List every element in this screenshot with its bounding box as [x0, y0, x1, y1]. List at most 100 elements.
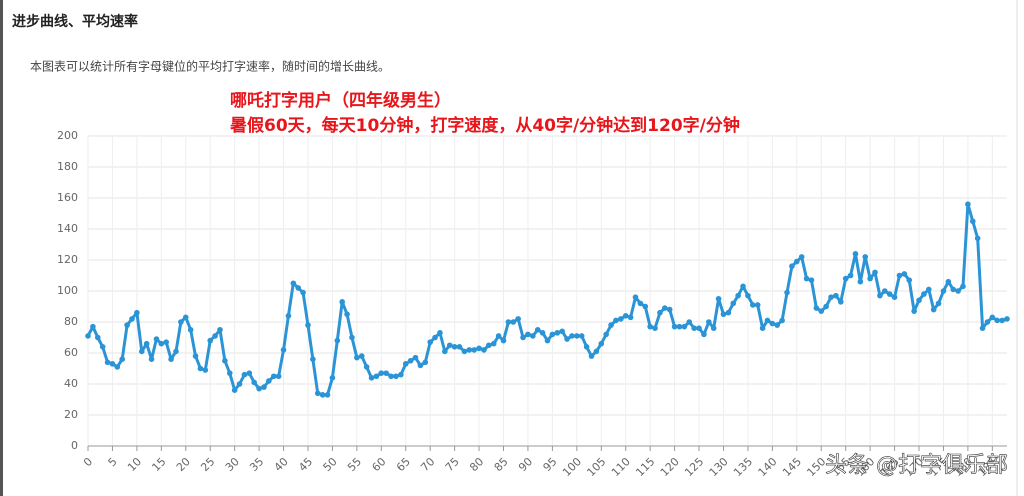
data-point	[525, 331, 531, 338]
data-point	[412, 354, 419, 361]
x-tick-label: 100	[560, 455, 584, 479]
data-point	[134, 309, 140, 316]
data-point	[666, 306, 673, 313]
data-point	[178, 319, 184, 325]
data-point	[314, 390, 321, 397]
data-point	[784, 289, 790, 296]
data-point	[173, 348, 179, 355]
data-point	[544, 337, 551, 344]
data-point	[896, 272, 903, 279]
data-point	[187, 326, 194, 333]
data-point	[222, 357, 228, 364]
data-point	[138, 348, 145, 355]
data-point	[417, 362, 424, 369]
data-point	[354, 354, 360, 361]
y-tick-label: 80	[64, 315, 78, 328]
data-point	[520, 334, 526, 341]
x-tick-label: 140	[756, 455, 780, 479]
page-title: 进步曲线、平均速率	[12, 13, 138, 30]
data-point	[750, 302, 756, 308]
x-tick-label: 125	[682, 455, 706, 479]
data-point	[197, 365, 204, 372]
y-tick-label: 0	[71, 439, 78, 452]
x-tick-label: 40	[272, 455, 291, 474]
data-point	[965, 201, 971, 207]
data-point	[789, 263, 795, 270]
y-tick-label: 140	[57, 222, 78, 235]
data-point	[574, 333, 580, 339]
data-point	[999, 317, 1005, 324]
data-point	[466, 347, 473, 353]
data-point	[368, 375, 375, 381]
data-point	[530, 333, 536, 339]
y-tick-label: 120	[57, 253, 78, 266]
data-point	[534, 326, 541, 333]
data-point	[310, 356, 316, 363]
data-point	[852, 251, 859, 257]
data-line	[86, 202, 1008, 397]
data-point	[251, 379, 258, 386]
data-point	[295, 285, 301, 291]
data-point	[461, 348, 468, 355]
data-point	[735, 292, 741, 299]
data-point	[867, 275, 873, 282]
data-point	[275, 373, 282, 380]
data-point	[847, 272, 854, 279]
data-point	[422, 359, 429, 366]
data-point	[588, 353, 595, 359]
x-tick-label: 45	[296, 455, 315, 474]
data-point	[324, 392, 331, 398]
data-point	[613, 317, 619, 324]
data-point	[148, 356, 155, 363]
data-point	[207, 337, 214, 344]
data-point	[378, 370, 385, 376]
data-point	[960, 283, 966, 290]
data-point	[696, 325, 702, 332]
x-tick-label: 30	[223, 455, 242, 474]
x-tick-label: 85	[492, 455, 511, 474]
data-point	[984, 319, 991, 325]
data-point	[779, 317, 785, 324]
data-point	[446, 342, 453, 349]
data-point	[319, 392, 326, 398]
data-point	[495, 333, 502, 339]
x-tick-label: 110	[609, 455, 633, 479]
annotation: 暑假60天，每天10分钟，打字速度，从40字/分钟达到120字/分钟	[230, 115, 740, 136]
data-point	[564, 336, 570, 342]
data-point	[994, 317, 1001, 324]
data-point	[911, 308, 917, 314]
data-point	[280, 347, 287, 353]
data-point	[559, 328, 565, 335]
data-point	[857, 278, 864, 285]
x-tick-label: 65	[394, 455, 413, 474]
watermark: 头条 @打字俱乐部	[825, 453, 1008, 478]
data-point	[266, 378, 272, 384]
data-point	[261, 384, 267, 390]
data-point	[901, 271, 908, 277]
data-point	[539, 330, 546, 336]
data-point	[129, 316, 135, 322]
data-point	[363, 364, 370, 370]
data-point	[290, 280, 297, 287]
description: 本图表可以统计所有字母键位的平均打字速率，随时间的增长曲线。	[30, 59, 390, 74]
x-tick-label: 50	[321, 455, 340, 474]
data-point	[393, 373, 399, 380]
data-point	[90, 323, 96, 330]
data-point	[471, 347, 477, 353]
data-point	[344, 311, 350, 318]
data-point	[652, 325, 658, 332]
data-point	[657, 309, 663, 316]
data-point	[143, 340, 150, 347]
data-point	[236, 381, 243, 387]
x-tick-label: 90	[516, 455, 535, 474]
data-point	[231, 387, 238, 394]
data-point	[881, 288, 888, 294]
data-point	[124, 322, 130, 328]
data-point	[642, 303, 649, 310]
data-point	[715, 295, 722, 302]
data-point	[505, 319, 512, 325]
data-point	[686, 319, 693, 325]
x-tick-label: 60	[369, 455, 388, 474]
data-point	[1004, 316, 1010, 322]
